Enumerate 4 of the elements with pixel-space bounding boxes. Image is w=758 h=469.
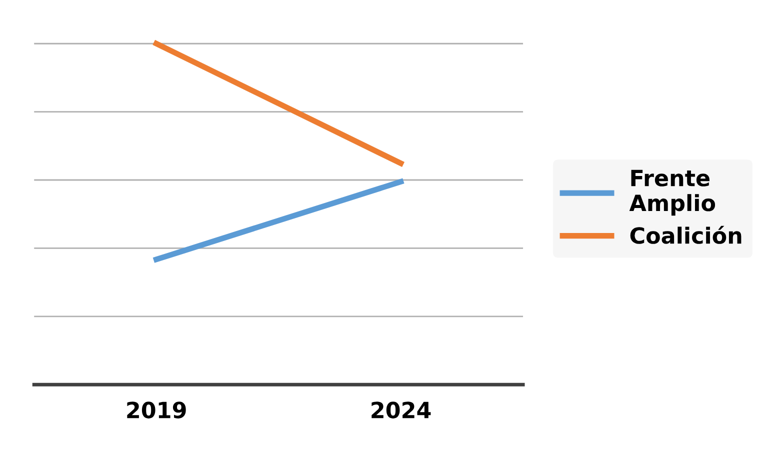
legend-label: Coalición	[630, 226, 742, 244]
legend-label: Frente Amplio	[629, 170, 716, 216]
x-tick-label: 2024	[372, 402, 431, 418]
x-tick-label: 2019	[127, 402, 186, 418]
